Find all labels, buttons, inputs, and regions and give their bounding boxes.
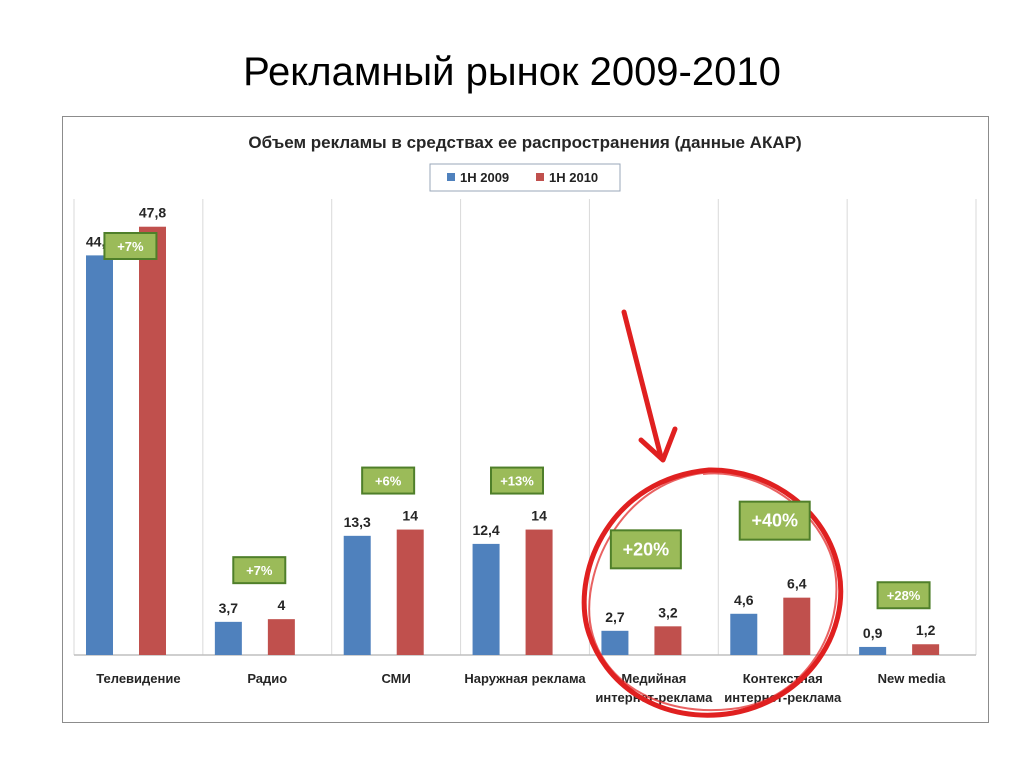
category-label: СМИ	[381, 671, 410, 686]
bar-chart: Объем рекламы в средствах ее распростран…	[73, 133, 977, 718]
bar-1h2010	[912, 644, 940, 655]
bar-1h2010	[139, 226, 166, 655]
chart-title: Объем рекламы в средствах ее распростран…	[248, 133, 801, 152]
category-separators	[73, 199, 977, 656]
bar-value-label: 12,4	[472, 522, 499, 538]
bar-value-label: 14	[531, 508, 547, 524]
category-labels: Телевидение Радио СМИ Наружная реклама Медий…	[96, 671, 946, 705]
legend-swatch-1h2009	[447, 173, 455, 181]
highlight-circle-stroke2	[588, 471, 838, 712]
bar-1h2009	[214, 621, 242, 655]
growth-badge-label: +7%	[246, 563, 273, 578]
growth-badge	[232, 556, 287, 585]
bar-value-label: 3,7	[219, 600, 239, 616]
bar-1h2009	[601, 630, 629, 655]
bar-value-label: 4	[277, 597, 285, 613]
bar-value-label: 3,2	[658, 604, 678, 620]
growth-badges: +7% +7% +6% +13% +20% +40% +28%	[103, 232, 931, 610]
category-label: интернет-реклама	[595, 690, 713, 705]
growth-badge-label: +28%	[887, 588, 921, 603]
growth-badge-label: +40%	[751, 511, 798, 531]
bar-value-label: 14	[402, 508, 418, 524]
legend-swatch-1h2010	[536, 173, 544, 181]
category-label: интернет-реклама	[724, 690, 842, 705]
annotation	[581, 309, 844, 718]
growth-badge-label: +6%	[375, 474, 402, 489]
growth-badge	[609, 529, 682, 570]
category-label: Контекстная	[743, 671, 823, 686]
growth-badge	[361, 466, 416, 495]
bar-1h2009	[343, 535, 371, 655]
bar-1h2010	[396, 529, 424, 655]
growth-badge-label: +13%	[500, 474, 534, 489]
growth-badge	[103, 232, 158, 260]
bar-value-label: 13,3	[344, 514, 371, 530]
bar-value-label: 4,6	[734, 592, 754, 608]
bar-1h2009	[730, 613, 758, 655]
bar-1h2010	[267, 619, 295, 655]
bar-value-label: 0,9	[863, 625, 883, 641]
category-label: Наружная реклама	[464, 671, 586, 686]
bar-value-label: 47,8	[139, 205, 166, 221]
bar-1h2009	[86, 255, 113, 655]
bar-1h2010	[525, 529, 553, 655]
growth-badge	[490, 466, 544, 495]
category-label: Медийная	[621, 671, 686, 686]
chart-panel: Объем рекламы в средствах ее распростран…	[62, 116, 989, 723]
legend: 1H 2009 1H 2010	[429, 163, 621, 192]
bar-1h2009	[472, 543, 500, 655]
category-label: Радио	[247, 671, 287, 686]
bar-1h2009	[859, 646, 887, 655]
bar-value-label: 6,4	[787, 576, 807, 592]
slide-title: Рекламный рынок 2009-2010	[243, 50, 781, 94]
bar-1h2010	[654, 626, 682, 655]
bar-value-label: 1,2	[916, 622, 936, 638]
legend-frame	[429, 163, 621, 192]
growth-badge-label: +20%	[623, 539, 670, 559]
bar-value-label: 2,7	[605, 609, 625, 625]
legend-label-1h2009: 1H 2009	[460, 170, 509, 185]
legend-label-1h2010: 1H 2010	[549, 170, 598, 185]
growth-badge	[876, 581, 931, 610]
growth-badge	[738, 500, 811, 541]
category-label: Телевидение	[96, 671, 180, 686]
arrow-head-icon	[638, 426, 678, 463]
category-label: New media	[878, 671, 947, 686]
highlight-circle	[581, 467, 844, 718]
growth-badge-label: +7%	[117, 239, 144, 254]
arrow-shaft	[621, 309, 664, 460]
bars	[86, 226, 940, 655]
bar-1h2010	[783, 597, 811, 655]
